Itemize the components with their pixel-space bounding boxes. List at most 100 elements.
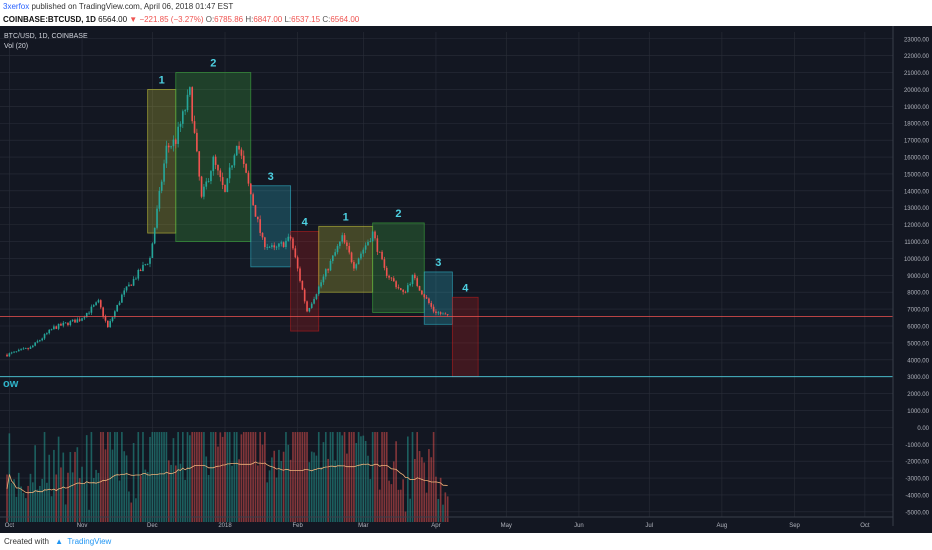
- y-tick-label: 9000.00: [907, 274, 929, 280]
- volume-bar: [350, 432, 353, 522]
- candle-body: [64, 322, 67, 324]
- candle-body: [221, 177, 224, 185]
- volume-bar: [24, 498, 27, 522]
- candle-body: [81, 318, 83, 321]
- volume-bar: [397, 489, 400, 522]
- author-link[interactable]: 3xerfox: [3, 2, 30, 11]
- candle-body: [301, 280, 304, 290]
- x-tick-label: Oct: [860, 523, 870, 529]
- volume-bar: [245, 432, 247, 522]
- candle-body: [36, 341, 39, 343]
- last-price: 6564.00: [98, 15, 128, 24]
- candle-body: [346, 242, 348, 247]
- volume-bar: [381, 432, 383, 522]
- y-tick-label: 4000.00: [907, 358, 929, 364]
- volume-bar: [339, 432, 341, 522]
- candle-body: [74, 319, 76, 323]
- volume-bar: [428, 449, 430, 522]
- publish-header: 3xerfox published on TradingView.com, Ap…: [0, 0, 932, 14]
- volume-bar: [266, 482, 269, 522]
- volume-bar: [275, 477, 278, 522]
- candle-body: [76, 319, 79, 323]
- candle-body: [411, 274, 414, 285]
- candle-body: [369, 241, 372, 242]
- candle-body: [196, 132, 198, 152]
- volume-bar: [306, 432, 308, 522]
- candle-body: [214, 156, 217, 165]
- candle-body: [20, 349, 22, 351]
- volume-bar: [13, 479, 15, 522]
- candle-body: [264, 237, 266, 248]
- candle-body: [357, 258, 360, 265]
- candle-body: [123, 290, 126, 295]
- candle-body: [343, 235, 346, 243]
- candle-body: [158, 190, 161, 209]
- volume-bar: [186, 432, 189, 522]
- volume-bar: [109, 432, 111, 522]
- volume-bar: [296, 432, 299, 522]
- candle-body: [10, 352, 13, 354]
- volume-bar: [181, 432, 184, 522]
- volume-bar: [273, 450, 276, 522]
- candle-body: [240, 149, 243, 156]
- volume-bar: [130, 502, 133, 522]
- candle-body: [207, 181, 210, 182]
- volume-bar: [257, 465, 259, 522]
- candle-body: [407, 285, 409, 292]
- candle-body: [135, 278, 137, 280]
- volume-bar: [146, 472, 149, 522]
- volume-bar: [285, 432, 287, 522]
- volume-bar: [341, 435, 344, 522]
- x-tick-label: Jun: [574, 523, 584, 529]
- volume-bar: [74, 451, 76, 522]
- candle-body: [371, 231, 374, 242]
- close-value: 6564.00: [330, 15, 360, 24]
- candle-body: [336, 246, 339, 253]
- volume-bar: [317, 432, 320, 522]
- x-tick-label: Nov: [77, 523, 88, 529]
- candle-body: [437, 312, 440, 314]
- candle-body: [390, 277, 393, 279]
- candle-body: [104, 316, 107, 321]
- candle-body: [385, 267, 388, 276]
- side-annotation: ow: [3, 378, 19, 390]
- candle-body: [362, 249, 365, 254]
- candle-body: [409, 284, 411, 286]
- candle-body: [381, 251, 383, 260]
- volume-bar: [425, 492, 428, 522]
- tradingview-logo-icon[interactable]: ▲: [55, 537, 64, 546]
- volume-bar: [142, 432, 144, 522]
- x-tick-label: Oct: [5, 523, 15, 529]
- volume-bar: [39, 485, 41, 522]
- price-axis[interactable]: 23000.00 22000.00 21000.00 20000.00 19000.00…: [892, 26, 932, 533]
- volume-bar: [364, 440, 367, 522]
- candle-body: [378, 251, 381, 253]
- phase-label: 1: [343, 211, 349, 223]
- volume-bars: [6, 432, 449, 522]
- candle-body: [439, 312, 442, 314]
- volume-bar: [111, 449, 114, 522]
- volume-bar: [418, 451, 421, 522]
- volume-bar: [407, 436, 409, 522]
- volume-bar: [31, 482, 34, 522]
- volume-bar: [104, 449, 107, 522]
- x-tick-label: Sep: [789, 523, 800, 529]
- y-tick-label: 14000.00: [904, 189, 930, 195]
- candle-body: [423, 294, 426, 298]
- volume-bar: [135, 498, 137, 522]
- volume-bar: [371, 432, 374, 522]
- time-axis[interactable]: Oct Nov Dec 2018 Feb Mar Apr May Jun Jul Aug Sep Oct: [0, 516, 893, 529]
- volume-bar: [177, 432, 179, 522]
- volume-bar: [106, 432, 109, 522]
- candle-body: [350, 252, 353, 263]
- candle-body: [315, 294, 318, 299]
- tradingview-link[interactable]: TradingView: [67, 537, 112, 546]
- volume-bar: [160, 432, 163, 522]
- candle-body: [109, 321, 111, 328]
- phase-label: 3: [268, 171, 274, 183]
- volume-bar: [310, 451, 313, 522]
- volume-bar: [240, 434, 243, 522]
- y-tick-label: 16000.00: [904, 156, 930, 162]
- volume-bar: [399, 489, 402, 522]
